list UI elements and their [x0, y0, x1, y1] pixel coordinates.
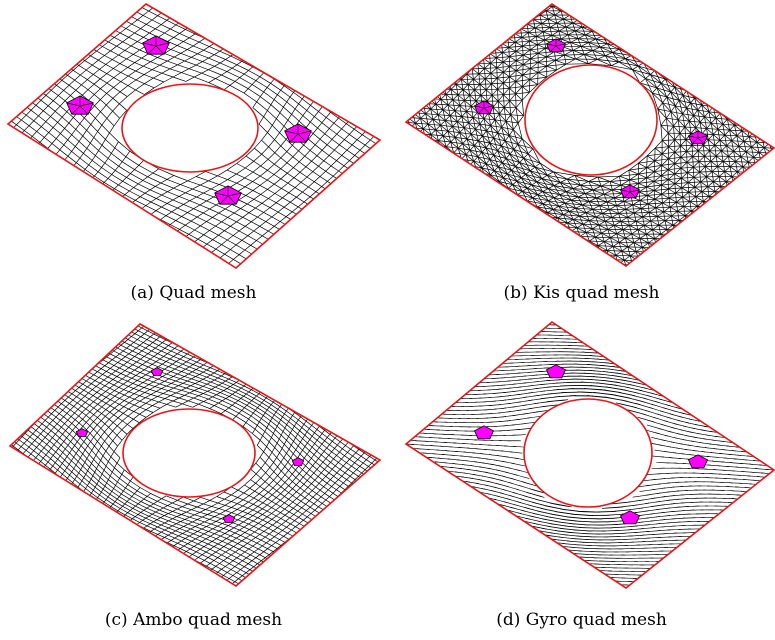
panel-kis-quad-mesh: (b) Kis quad mesh	[388, 0, 775, 320]
ambo-quad-mesh-figure	[8, 323, 382, 587]
hole	[524, 64, 658, 176]
plate-boundary	[404, 3, 775, 267]
singularities	[75, 367, 305, 523]
plate-boundary	[404, 321, 775, 589]
hole	[122, 408, 256, 498]
gyro-quad-mesh-figure	[404, 321, 775, 589]
singular-vertex-4	[222, 514, 236, 523]
hole	[523, 398, 653, 508]
caption-ambo-quad-mesh: (c) Ambo quad mesh	[104, 610, 283, 630]
singular-vertex-3	[687, 454, 709, 469]
kis-quad-mesh-figure	[404, 3, 775, 267]
mesh-edges	[8, 4, 380, 268]
singular-vertex-4	[619, 510, 641, 525]
hole	[121, 83, 259, 173]
caption-kis-quad-mesh: (b) Kis quad mesh	[503, 283, 660, 303]
caption-quad-mesh: (a) Quad mesh	[130, 283, 257, 303]
panel-gyro-quad-mesh: (d) Gyro quad mesh	[388, 320, 775, 640]
panel-ambo-quad-mesh: (c) Ambo quad mesh	[0, 320, 387, 640]
singularities	[473, 38, 709, 199]
singular-vertex-2	[473, 425, 495, 440]
panel-quad-mesh: (a) Quad mesh	[0, 0, 387, 320]
quad-mesh-figure	[6, 3, 382, 269]
caption-gyro-quad-mesh: (d) Gyro quad mesh	[496, 610, 667, 630]
singular-vertex-1	[150, 367, 164, 376]
singular-vertex-3	[291, 457, 305, 466]
singularities	[473, 364, 709, 525]
singularities	[66, 35, 312, 205]
singular-vertex-1	[545, 364, 567, 379]
plate-boundary	[8, 323, 382, 587]
singular-vertex-2	[75, 428, 89, 437]
plate-boundary	[6, 3, 382, 269]
